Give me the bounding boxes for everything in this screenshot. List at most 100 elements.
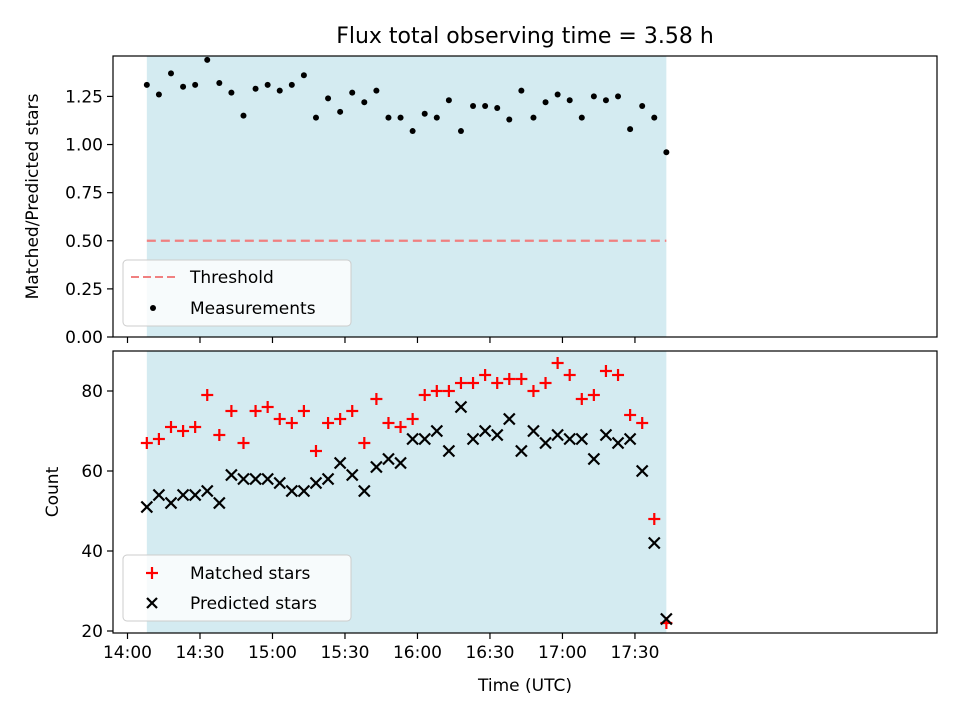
measurement-point <box>421 110 428 117</box>
matched-point <box>491 377 504 389</box>
measurement-point <box>663 149 670 156</box>
predicted-point <box>225 468 238 482</box>
matched-point <box>527 385 540 397</box>
predicted-point <box>261 472 274 486</box>
predicted-point <box>563 432 576 446</box>
measurement-point <box>639 103 646 110</box>
matched-point <box>612 369 625 381</box>
matched-point <box>261 401 274 413</box>
measurement-point <box>180 83 187 90</box>
y-tick-label: 0.50 <box>65 232 103 252</box>
matched-point <box>539 377 552 389</box>
measurement-point <box>143 81 150 88</box>
count-x-axis-label: Time (UTC) <box>477 676 572 696</box>
matched-point <box>406 413 419 425</box>
measurement-point <box>627 126 634 133</box>
predicted-point <box>575 432 589 446</box>
predicted-point <box>551 428 564 442</box>
measurement-point <box>482 103 489 110</box>
predicted-point <box>297 484 311 498</box>
y-tick-label: 0.00 <box>65 328 103 348</box>
predicted-point <box>237 472 250 486</box>
matched-point <box>309 445 322 457</box>
measurement-point <box>216 79 223 86</box>
count-legend: Matched stars Predicted stars <box>122 554 352 622</box>
measurement-point <box>337 108 344 115</box>
measurement-point <box>312 114 319 121</box>
matched-point <box>225 405 238 417</box>
predicted-point <box>478 424 492 438</box>
y-tick-label: 1.00 <box>65 136 103 156</box>
x-tick-label: 17:30 <box>610 643 659 663</box>
predicted-point <box>394 456 407 470</box>
predicted-point <box>466 432 480 446</box>
ratio-axes-frame <box>112 55 938 338</box>
predicted-point <box>611 436 625 450</box>
x-tick-label: 17:00 <box>538 643 587 663</box>
predicted-legend-swatch <box>146 597 158 609</box>
matched-legend-label: Matched stars <box>190 564 310 584</box>
predicted-point <box>406 432 419 446</box>
matched-point <box>648 513 661 525</box>
matched-point <box>201 389 214 401</box>
measurement-point <box>542 99 549 106</box>
matched-legend-swatch <box>146 567 158 579</box>
matched-point <box>624 409 637 421</box>
measurement-point <box>470 103 477 110</box>
y-tick-label: 20 <box>81 622 103 642</box>
matched-point <box>636 417 649 429</box>
matched-point <box>346 405 359 417</box>
measurement-point <box>276 87 283 94</box>
matched-point <box>575 393 588 405</box>
matched-point <box>237 437 250 449</box>
measurement-point <box>155 91 162 98</box>
predicted-point <box>503 412 516 426</box>
measurement-point <box>373 87 380 94</box>
predicted-point <box>418 432 431 446</box>
predicted-point <box>527 424 540 438</box>
ratio-legend: Threshold Measurements <box>122 259 352 327</box>
chart-title: Flux total observing time = 3.58 h <box>336 24 714 49</box>
predicted-point <box>345 468 359 482</box>
matched-point <box>177 425 190 437</box>
count-y-axis: 20 40 60 80 <box>81 382 113 642</box>
predicted-point <box>490 428 504 442</box>
measurement-point <box>566 97 573 104</box>
measurement-point <box>602 97 609 104</box>
predicted-point <box>321 472 335 486</box>
predicted-point <box>623 432 637 446</box>
matched-point <box>467 377 480 389</box>
measurement-point <box>615 93 622 100</box>
measurement-point <box>433 114 440 121</box>
y-tick-label: 1.25 <box>65 87 103 107</box>
measurement-point <box>457 128 464 135</box>
measurement-point <box>578 114 585 121</box>
y-tick-label: 0.25 <box>65 280 103 300</box>
matched-point <box>599 365 612 377</box>
measurement-point <box>409 128 416 135</box>
y-tick-label: 0.75 <box>65 184 103 204</box>
measurement-point <box>590 93 597 100</box>
matched-point <box>273 413 286 425</box>
predicted-point <box>454 400 468 414</box>
predicted-point <box>515 444 528 458</box>
predicted-point <box>333 456 347 470</box>
matched-point <box>418 389 431 401</box>
y-tick-label: 40 <box>81 542 103 562</box>
matched-point <box>503 373 516 385</box>
predicted-point <box>430 424 444 438</box>
predicted-point <box>442 444 456 458</box>
matched-point <box>213 429 226 441</box>
predicted-point <box>648 536 661 550</box>
matched-point <box>479 369 492 381</box>
measurement-point <box>228 89 235 96</box>
measurement-point <box>397 114 404 121</box>
ratio-y-axis-label: Matched/Predicted stars <box>23 93 43 299</box>
ratio-legend-box <box>122 259 352 327</box>
predicted-point <box>273 476 287 490</box>
predicted-point <box>140 500 154 514</box>
x-tick-label: 16:00 <box>393 643 442 663</box>
predicted-point <box>200 484 214 498</box>
predicted-point <box>188 488 202 502</box>
